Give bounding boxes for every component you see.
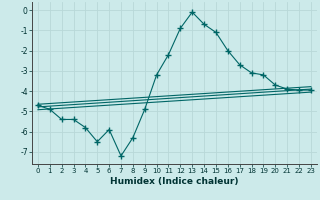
- X-axis label: Humidex (Indice chaleur): Humidex (Indice chaleur): [110, 177, 239, 186]
